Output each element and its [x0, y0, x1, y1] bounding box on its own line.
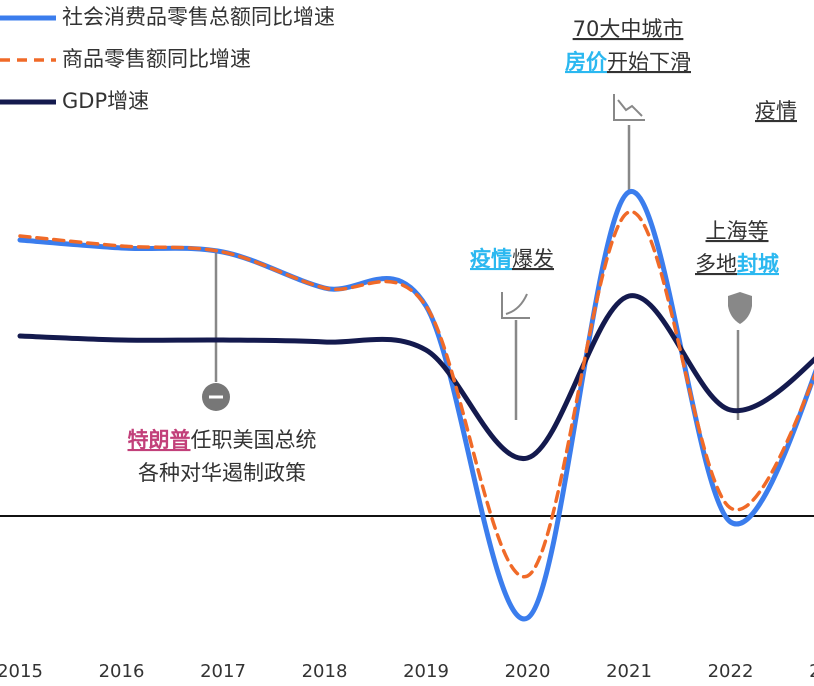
- x-tick-label: 2021: [606, 661, 652, 682]
- annotation: 特朗普任职美国总统: [128, 428, 317, 452]
- x-tick-label: 2018: [302, 661, 348, 682]
- annotation: 70大中城市: [573, 17, 684, 41]
- annotation-segment: 封城: [737, 252, 779, 276]
- shield-icon: [728, 292, 752, 324]
- annotation-segment: 上海等: [706, 219, 769, 243]
- series-line: [18, 210, 814, 579]
- rise-icon: [501, 292, 530, 319]
- legend-label: 社会消费品零售总额同比增速: [62, 5, 335, 29]
- annotation-segment: 任职美国总统: [191, 428, 317, 452]
- annotation-segment: 70大中城市: [573, 17, 684, 41]
- x-tick-label: 2022: [708, 661, 754, 682]
- annotation-segment: 特朗普: [128, 428, 191, 452]
- annotation: 各种对华遏制政策: [138, 461, 306, 485]
- pointer-lines: [214, 125, 740, 420]
- x-tick-label: 2019: [403, 661, 449, 682]
- annotation-segment: 开始下滑: [607, 50, 691, 74]
- annotation: 房价开始下滑: [565, 50, 691, 74]
- legend-label: GDP增速: [62, 89, 149, 113]
- annotation: 上海等: [706, 219, 769, 243]
- annotation-segment: 各种对华遏制政策: [138, 461, 306, 485]
- x-tick-label: 2015: [0, 661, 43, 682]
- icons: [202, 94, 752, 411]
- annotation: 疫情爆发: [470, 247, 554, 271]
- x-tick-label: 2020: [505, 661, 551, 682]
- x-tick-label: 2023: [809, 661, 814, 682]
- annotation: 多地封城: [695, 252, 779, 276]
- annotation-segment: 疫情: [755, 99, 797, 123]
- fall-icon: [613, 94, 645, 121]
- x-tick-label: 2017: [200, 661, 246, 682]
- annotation: 疫情: [755, 99, 797, 123]
- annotation-segment: 房价: [565, 50, 608, 74]
- legend-label: 商品零售额同比增速: [62, 47, 251, 71]
- series-line: [17, 293, 814, 461]
- annotation-segment: 疫情: [470, 247, 512, 271]
- annotation-segment: 爆发: [512, 247, 554, 271]
- annotation-segment: 多地: [695, 252, 737, 276]
- x-tick-label: 2016: [99, 661, 145, 682]
